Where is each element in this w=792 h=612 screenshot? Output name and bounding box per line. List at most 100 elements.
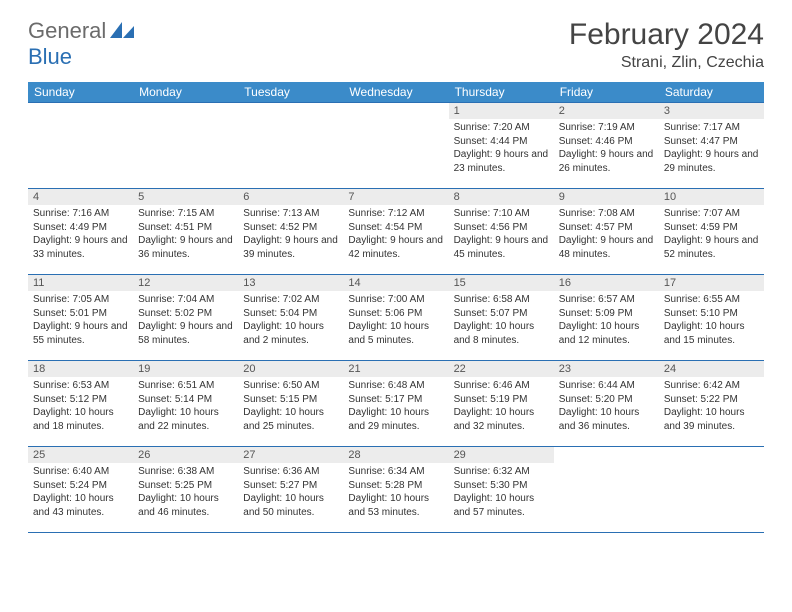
day-number: 21 — [343, 361, 448, 377]
calendar-day-cell: 13Sunrise: 7:02 AMSunset: 5:04 PMDayligh… — [238, 275, 343, 361]
day-number: 3 — [659, 103, 764, 119]
calendar-day-cell: 23Sunrise: 6:44 AMSunset: 5:20 PMDayligh… — [554, 361, 659, 447]
day-header: Monday — [133, 82, 238, 103]
day-details: Sunrise: 6:44 AMSunset: 5:20 PMDaylight:… — [554, 377, 659, 437]
calendar-week-row: 11Sunrise: 7:05 AMSunset: 5:01 PMDayligh… — [28, 275, 764, 361]
calendar-day-cell: 8Sunrise: 7:10 AMSunset: 4:56 PMDaylight… — [449, 189, 554, 275]
calendar-day-cell — [659, 447, 764, 533]
day-details: Sunrise: 6:58 AMSunset: 5:07 PMDaylight:… — [449, 291, 554, 351]
logo-sail-icon — [110, 22, 134, 38]
day-number: 23 — [554, 361, 659, 377]
day-number: 8 — [449, 189, 554, 205]
day-number: 13 — [238, 275, 343, 291]
day-number: 12 — [133, 275, 238, 291]
day-details: Sunrise: 6:40 AMSunset: 5:24 PMDaylight:… — [28, 463, 133, 523]
day-header: Wednesday — [343, 82, 448, 103]
calendar-day-cell: 14Sunrise: 7:00 AMSunset: 5:06 PMDayligh… — [343, 275, 448, 361]
day-number: 28 — [343, 447, 448, 463]
logo-text-blue: Blue — [28, 44, 72, 69]
day-details: Sunrise: 6:36 AMSunset: 5:27 PMDaylight:… — [238, 463, 343, 523]
calendar-day-cell: 27Sunrise: 6:36 AMSunset: 5:27 PMDayligh… — [238, 447, 343, 533]
calendar-day-cell: 1Sunrise: 7:20 AMSunset: 4:44 PMDaylight… — [449, 103, 554, 189]
calendar-day-cell: 22Sunrise: 6:46 AMSunset: 5:19 PMDayligh… — [449, 361, 554, 447]
day-details: Sunrise: 7:08 AMSunset: 4:57 PMDaylight:… — [554, 205, 659, 265]
calendar-day-cell — [133, 103, 238, 189]
day-details: Sunrise: 7:15 AMSunset: 4:51 PMDaylight:… — [133, 205, 238, 265]
calendar-day-cell: 11Sunrise: 7:05 AMSunset: 5:01 PMDayligh… — [28, 275, 133, 361]
day-number: 10 — [659, 189, 764, 205]
day-number: 9 — [554, 189, 659, 205]
calendar-day-cell: 25Sunrise: 6:40 AMSunset: 5:24 PMDayligh… — [28, 447, 133, 533]
day-header: Tuesday — [238, 82, 343, 103]
day-details: Sunrise: 6:34 AMSunset: 5:28 PMDaylight:… — [343, 463, 448, 523]
calendar-day-cell: 19Sunrise: 6:51 AMSunset: 5:14 PMDayligh… — [133, 361, 238, 447]
day-number: 4 — [28, 189, 133, 205]
day-number: 17 — [659, 275, 764, 291]
calendar-day-cell: 17Sunrise: 6:55 AMSunset: 5:10 PMDayligh… — [659, 275, 764, 361]
calendar-day-cell: 24Sunrise: 6:42 AMSunset: 5:22 PMDayligh… — [659, 361, 764, 447]
day-number: 2 — [554, 103, 659, 119]
day-details: Sunrise: 7:00 AMSunset: 5:06 PMDaylight:… — [343, 291, 448, 351]
day-number: 1 — [449, 103, 554, 119]
calendar-day-cell: 9Sunrise: 7:08 AMSunset: 4:57 PMDaylight… — [554, 189, 659, 275]
day-number: 24 — [659, 361, 764, 377]
day-details: Sunrise: 7:05 AMSunset: 5:01 PMDaylight:… — [28, 291, 133, 351]
month-title: February 2024 — [569, 18, 764, 52]
day-details: Sunrise: 6:46 AMSunset: 5:19 PMDaylight:… — [449, 377, 554, 437]
calendar-day-cell — [343, 103, 448, 189]
calendar-day-cell: 5Sunrise: 7:15 AMSunset: 4:51 PMDaylight… — [133, 189, 238, 275]
logo: General Blue — [28, 18, 134, 70]
day-number: 29 — [449, 447, 554, 463]
day-number: 27 — [238, 447, 343, 463]
day-details: Sunrise: 6:53 AMSunset: 5:12 PMDaylight:… — [28, 377, 133, 437]
calendar-day-cell — [28, 103, 133, 189]
title-block: February 2024 Strani, Zlin, Czechia — [569, 18, 764, 72]
day-number: 16 — [554, 275, 659, 291]
day-details: Sunrise: 7:12 AMSunset: 4:54 PMDaylight:… — [343, 205, 448, 265]
calendar-day-cell: 7Sunrise: 7:12 AMSunset: 4:54 PMDaylight… — [343, 189, 448, 275]
day-header: Friday — [554, 82, 659, 103]
day-number: 15 — [449, 275, 554, 291]
calendar-page: General Blue February 2024 Strani, Zlin,… — [0, 0, 792, 551]
day-number: 18 — [28, 361, 133, 377]
day-details: Sunrise: 6:32 AMSunset: 5:30 PMDaylight:… — [449, 463, 554, 523]
day-details: Sunrise: 6:55 AMSunset: 5:10 PMDaylight:… — [659, 291, 764, 351]
day-number: 19 — [133, 361, 238, 377]
day-details: Sunrise: 7:10 AMSunset: 4:56 PMDaylight:… — [449, 205, 554, 265]
logo-text-general: General — [28, 18, 106, 43]
day-details: Sunrise: 7:20 AMSunset: 4:44 PMDaylight:… — [449, 119, 554, 179]
calendar-day-cell: 3Sunrise: 7:17 AMSunset: 4:47 PMDaylight… — [659, 103, 764, 189]
day-details: Sunrise: 7:04 AMSunset: 5:02 PMDaylight:… — [133, 291, 238, 351]
day-header: Thursday — [449, 82, 554, 103]
calendar-week-row: 18Sunrise: 6:53 AMSunset: 5:12 PMDayligh… — [28, 361, 764, 447]
day-details: Sunrise: 7:02 AMSunset: 5:04 PMDaylight:… — [238, 291, 343, 351]
day-number: 20 — [238, 361, 343, 377]
day-number: 14 — [343, 275, 448, 291]
calendar-day-cell: 20Sunrise: 6:50 AMSunset: 5:15 PMDayligh… — [238, 361, 343, 447]
calendar-day-cell: 2Sunrise: 7:19 AMSunset: 4:46 PMDaylight… — [554, 103, 659, 189]
day-number: 7 — [343, 189, 448, 205]
day-details: Sunrise: 6:38 AMSunset: 5:25 PMDaylight:… — [133, 463, 238, 523]
day-number: 6 — [238, 189, 343, 205]
day-header: Sunday — [28, 82, 133, 103]
calendar-day-cell: 18Sunrise: 6:53 AMSunset: 5:12 PMDayligh… — [28, 361, 133, 447]
day-details: Sunrise: 6:48 AMSunset: 5:17 PMDaylight:… — [343, 377, 448, 437]
calendar-day-cell: 16Sunrise: 6:57 AMSunset: 5:09 PMDayligh… — [554, 275, 659, 361]
day-details: Sunrise: 6:50 AMSunset: 5:15 PMDaylight:… — [238, 377, 343, 437]
location-text: Strani, Zlin, Czechia — [569, 54, 764, 72]
calendar-week-row: 25Sunrise: 6:40 AMSunset: 5:24 PMDayligh… — [28, 447, 764, 533]
day-details: Sunrise: 6:42 AMSunset: 5:22 PMDaylight:… — [659, 377, 764, 437]
day-header-row: Sunday Monday Tuesday Wednesday Thursday… — [28, 82, 764, 103]
day-details: Sunrise: 7:19 AMSunset: 4:46 PMDaylight:… — [554, 119, 659, 179]
day-details: Sunrise: 7:07 AMSunset: 4:59 PMDaylight:… — [659, 205, 764, 265]
day-details: Sunrise: 7:16 AMSunset: 4:49 PMDaylight:… — [28, 205, 133, 265]
day-details: Sunrise: 6:57 AMSunset: 5:09 PMDaylight:… — [554, 291, 659, 351]
day-details: Sunrise: 7:13 AMSunset: 4:52 PMDaylight:… — [238, 205, 343, 265]
day-details: Sunrise: 6:51 AMSunset: 5:14 PMDaylight:… — [133, 377, 238, 437]
calendar-week-row: 4Sunrise: 7:16 AMSunset: 4:49 PMDaylight… — [28, 189, 764, 275]
calendar-day-cell: 12Sunrise: 7:04 AMSunset: 5:02 PMDayligh… — [133, 275, 238, 361]
calendar-day-cell: 4Sunrise: 7:16 AMSunset: 4:49 PMDaylight… — [28, 189, 133, 275]
calendar-table: Sunday Monday Tuesday Wednesday Thursday… — [28, 82, 764, 533]
calendar-day-cell: 6Sunrise: 7:13 AMSunset: 4:52 PMDaylight… — [238, 189, 343, 275]
calendar-day-cell: 29Sunrise: 6:32 AMSunset: 5:30 PMDayligh… — [449, 447, 554, 533]
